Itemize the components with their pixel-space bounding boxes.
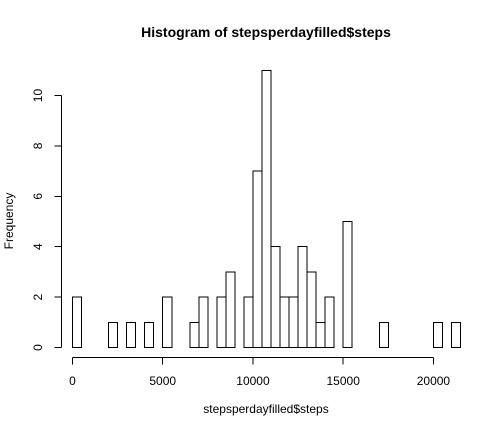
- histogram-bar: [450, 321, 462, 348]
- y-tick-label: 0: [31, 344, 45, 351]
- histogram-bar: [270, 246, 281, 348]
- histogram-bar: [243, 296, 254, 349]
- histogram-bar: [108, 321, 119, 348]
- y-axis-label: Frequency: [2, 193, 16, 250]
- x-tick-label: 5000: [149, 374, 176, 388]
- y-tick-label: 2: [31, 293, 45, 300]
- histogram-bar: [297, 246, 308, 348]
- histogram-bar: [72, 296, 83, 349]
- y-tick-label: 6: [31, 193, 45, 200]
- histogram-bar: [261, 69, 272, 349]
- histogram-bar: [432, 321, 443, 348]
- y-tick-label: 8: [31, 142, 45, 149]
- histogram-bar: [126, 321, 137, 348]
- histogram-bar: [288, 296, 299, 349]
- histogram-bar: [144, 321, 155, 348]
- x-tick-label: 10000: [236, 374, 270, 388]
- y-tick-label: 4: [31, 243, 45, 250]
- histogram-bar: [216, 296, 227, 349]
- histogram-bar: [324, 296, 335, 349]
- histogram-bar: [378, 321, 389, 348]
- y-tick-label: 10: [31, 89, 45, 103]
- histogram-bar: [252, 170, 263, 348]
- chart-title: Histogram of stepsperdayfilled$steps: [141, 24, 391, 40]
- x-tick-label: 15000: [327, 374, 361, 388]
- x-tick-label: 0: [69, 374, 76, 388]
- x-axis-label: stepsperdayfilled$steps: [203, 402, 328, 416]
- histogram-bar: [342, 221, 353, 348]
- x-axis: 0 5000 10000 15000 20000: [69, 357, 451, 388]
- histogram-bar: [279, 296, 290, 349]
- histogram-bar: [162, 296, 173, 349]
- histogram-bar: [306, 271, 317, 348]
- x-tick-label: 20000: [417, 374, 451, 388]
- bars-group: [72, 69, 462, 349]
- histogram-bar: [225, 271, 236, 348]
- histogram-bar: [189, 321, 200, 348]
- y-axis: 0 2 4 6 8 10: [31, 89, 62, 351]
- histogram-bar: [315, 321, 326, 348]
- histogram-bar: [198, 296, 209, 349]
